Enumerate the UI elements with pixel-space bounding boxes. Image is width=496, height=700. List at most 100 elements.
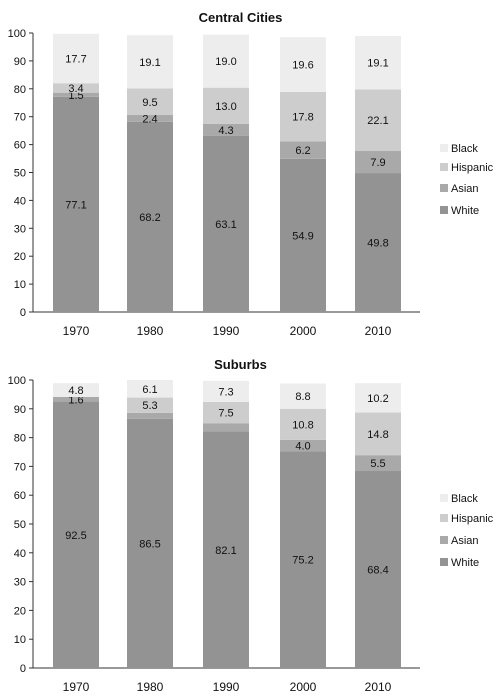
central-cities-y-tick-label: 70	[14, 112, 26, 124]
central-cities-data-label-white-1980: 68.2	[139, 212, 160, 224]
central-cities-y-tick-label: 0	[20, 307, 26, 319]
suburbs-y-tick-label: 90	[14, 404, 26, 416]
suburbs-bar-segment-black-2000	[280, 383, 326, 409]
suburbs-bar-segment-white-2000	[280, 451, 326, 668]
suburbs-y-tick-label: 30	[14, 577, 26, 589]
central-cities-bar-segment-black-1990	[203, 34, 249, 88]
suburbs-bar-segment-white-1990	[203, 431, 249, 668]
central-cities-bar-segment-black-2010	[355, 36, 401, 90]
central-cities-bar-segment-hispanic-1980	[127, 88, 173, 116]
suburbs-bar-segment-white-1970	[53, 401, 99, 668]
central-cities-x-tick-label-2010: 2010	[365, 324, 392, 338]
central-cities-bar-segment-black-1970	[53, 33, 99, 84]
central-cities-bar-segment-hispanic-1970	[53, 83, 99, 93]
central-cities-legend-label-white: White	[451, 205, 479, 217]
central-cities-data-label-hispanic-1990: 13.0	[215, 101, 236, 113]
central-cities-bar-segment-asian-1980	[127, 115, 173, 122]
central-cities-data-label-hispanic-1980: 9.5	[142, 97, 157, 109]
suburbs-legend-swatch-black	[440, 494, 448, 502]
central-cities-data-label-hispanic-2010: 22.1	[367, 115, 388, 127]
suburbs-data-label-white-1990: 82.1	[215, 545, 236, 557]
central-cities-data-label-asian-1990: 4.3	[218, 125, 233, 137]
suburbs-y-tick-label: 20	[14, 605, 26, 617]
suburbs-data-label-black-1980: 6.1	[142, 384, 157, 396]
suburbs-legend-label-asian: Asian	[451, 535, 479, 547]
central-cities-x-tick-label-1980: 1980	[137, 324, 164, 338]
central-cities-y-tick-label: 40	[14, 195, 26, 207]
central-cities-x-tick-label-2000: 2000	[290, 324, 317, 338]
central-cities-x-tick-label-1990: 1990	[213, 324, 240, 338]
suburbs-bar-segment-hispanic-1980	[127, 397, 173, 413]
central-cities-y-tick-label: 50	[14, 168, 26, 180]
central-cities-data-label-black-1970: 17.7	[65, 54, 86, 66]
central-cities-bar-segment-black-2000	[280, 37, 326, 92]
suburbs-x-tick-label-2010: 2010	[365, 680, 392, 694]
central-cities-legend-swatch-asian	[440, 184, 448, 192]
central-cities-data-label-white-1970: 77.1	[65, 199, 86, 211]
suburbs-data-label-black-1970: 4.8	[68, 385, 83, 397]
suburbs-x-tick-label-2000: 2000	[290, 680, 317, 694]
suburbs-x-tick-label-1990: 1990	[213, 680, 240, 694]
suburbs-data-label-white-2000: 75.2	[292, 555, 313, 567]
suburbs-bar-segment-asian-1990	[203, 423, 249, 432]
central-cities-data-label-white-2010: 49.8	[367, 238, 388, 250]
suburbs-legend-label-white: White	[451, 557, 479, 569]
central-cities-data-label-black-1990: 19.0	[215, 56, 236, 68]
suburbs-y-tick-label: 100	[8, 375, 26, 387]
central-cities-data-label-black-1980: 19.1	[139, 57, 160, 69]
central-cities-bar-segment-black-1980	[127, 35, 173, 89]
central-cities-data-label-black-2000: 19.6	[292, 60, 313, 72]
central-cities-legend-label-asian: Asian	[451, 183, 479, 195]
suburbs-data-label-black-2000: 8.8	[295, 391, 310, 403]
suburbs-x-tick-label-1980: 1980	[137, 680, 164, 694]
suburbs-data-label-hispanic-1990: 7.5	[218, 408, 233, 420]
central-cities-bar-segment-hispanic-2000	[280, 91, 326, 142]
suburbs-y-tick-label: 60	[14, 490, 26, 502]
suburbs-data-label-asian-1970: 1.6	[68, 394, 83, 406]
central-cities-y-tick-label: 20	[14, 251, 26, 263]
suburbs-data-label-black-2010: 10.2	[367, 393, 388, 405]
suburbs-y-tick-label: 80	[14, 433, 26, 445]
suburbs-x-tick-label-1970: 1970	[63, 680, 90, 694]
central-cities-bar-segment-white-2000	[280, 158, 326, 312]
central-cities-data-label-hispanic-2000: 17.8	[292, 112, 313, 124]
suburbs-y-tick-label: 0	[20, 663, 26, 675]
central-cities-data-label-asian-1970: 1.5	[68, 90, 83, 102]
suburbs-bar-segment-hispanic-2000	[280, 408, 326, 440]
suburbs-bar-segment-black-2010	[355, 383, 401, 413]
suburbs-bar-segment-asian-1980	[127, 412, 173, 419]
central-cities-bar-segment-white-2010	[355, 173, 401, 312]
central-cities-data-label-asian-2010: 7.9	[370, 157, 385, 169]
central-cities-y-tick-label: 80	[14, 84, 26, 96]
central-cities-y-tick-label: 10	[14, 279, 26, 291]
central-cities-bar-segment-hispanic-1990	[203, 87, 249, 124]
suburbs-data-label-asian-2010: 5.5	[370, 458, 385, 470]
central-cities-bar-segment-asian-2000	[280, 141, 326, 159]
suburbs-data-label-hispanic-1980: 5.3	[142, 400, 157, 412]
suburbs-bar-segment-asian-1970	[53, 396, 99, 402]
suburbs-bar-segment-white-2010	[355, 471, 401, 668]
suburbs-data-label-hispanic-2010: 14.8	[367, 429, 388, 441]
central-cities-data-label-asian-2000: 6.2	[295, 145, 310, 157]
suburbs-bar-segment-white-1980	[127, 418, 173, 668]
central-cities-data-label-hispanic-1970: 3.4	[68, 83, 83, 95]
central-cities-bar-segment-asian-1970	[53, 92, 99, 97]
central-cities-bar-segment-hispanic-2010	[355, 89, 401, 152]
central-cities-legend-label-black: Black	[451, 143, 478, 155]
suburbs-bar-segment-black-1990	[203, 380, 249, 402]
central-cities-bar-segment-white-1990	[203, 135, 249, 312]
suburbs-y-tick-label: 70	[14, 461, 26, 473]
central-cities-x-tick-label-1970: 1970	[63, 324, 90, 338]
central-cities-bar-segment-white-1970	[53, 96, 99, 313]
suburbs-data-label-white-2010: 68.4	[367, 565, 388, 577]
suburbs-legend-label-hispanic: Hispanic	[451, 513, 494, 525]
suburbs-bar-segment-hispanic-2010	[355, 412, 401, 456]
central-cities-data-label-white-2000: 54.9	[292, 230, 313, 242]
suburbs-legend-swatch-hispanic	[440, 514, 448, 522]
suburbs-bar-segment-black-1970	[53, 383, 99, 397]
suburbs-data-label-asian-2000: 4.0	[295, 441, 310, 453]
suburbs-data-label-white-1980: 86.5	[139, 538, 160, 550]
central-cities-chart-title: Central Cities	[199, 10, 283, 25]
